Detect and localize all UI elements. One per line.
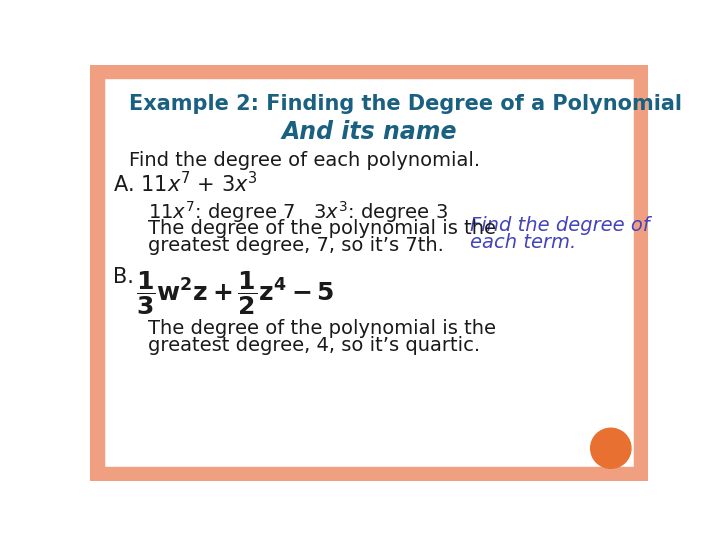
Text: Example 2: Finding the Degree of a Polynomial: Example 2: Finding the Degree of a Polyn… — [129, 94, 682, 114]
Text: $\mathbf{\dfrac{1}{3}w^2z + \dfrac{1}{2}z^4 - 5}$: $\mathbf{\dfrac{1}{3}w^2z + \dfrac{1}{2}… — [137, 269, 335, 316]
Text: each term.: each term. — [469, 233, 576, 252]
Text: Find the degree of each polynomial.: Find the degree of each polynomial. — [129, 151, 480, 170]
Circle shape — [590, 428, 631, 468]
FancyBboxPatch shape — [94, 70, 644, 476]
Text: The degree of the polynomial is the: The degree of the polynomial is the — [148, 319, 496, 338]
Text: 11$x^7$: degree 7   3$x^3$: degree 3: 11$x^7$: degree 7 3$x^3$: degree 3 — [148, 200, 448, 226]
Text: And its name: And its name — [282, 120, 456, 144]
Text: Find the degree of: Find the degree of — [469, 215, 649, 235]
Text: B.: B. — [113, 267, 134, 287]
Text: greatest degree, 7, so it’s 7th.: greatest degree, 7, so it’s 7th. — [148, 236, 444, 255]
Text: The degree of the polynomial is the: The degree of the polynomial is the — [148, 219, 496, 238]
Text: A. 11$x^7$ + 3$x^3$: A. 11$x^7$ + 3$x^3$ — [113, 171, 258, 196]
Text: greatest degree, 4, so it’s quartic.: greatest degree, 4, so it’s quartic. — [148, 336, 480, 355]
